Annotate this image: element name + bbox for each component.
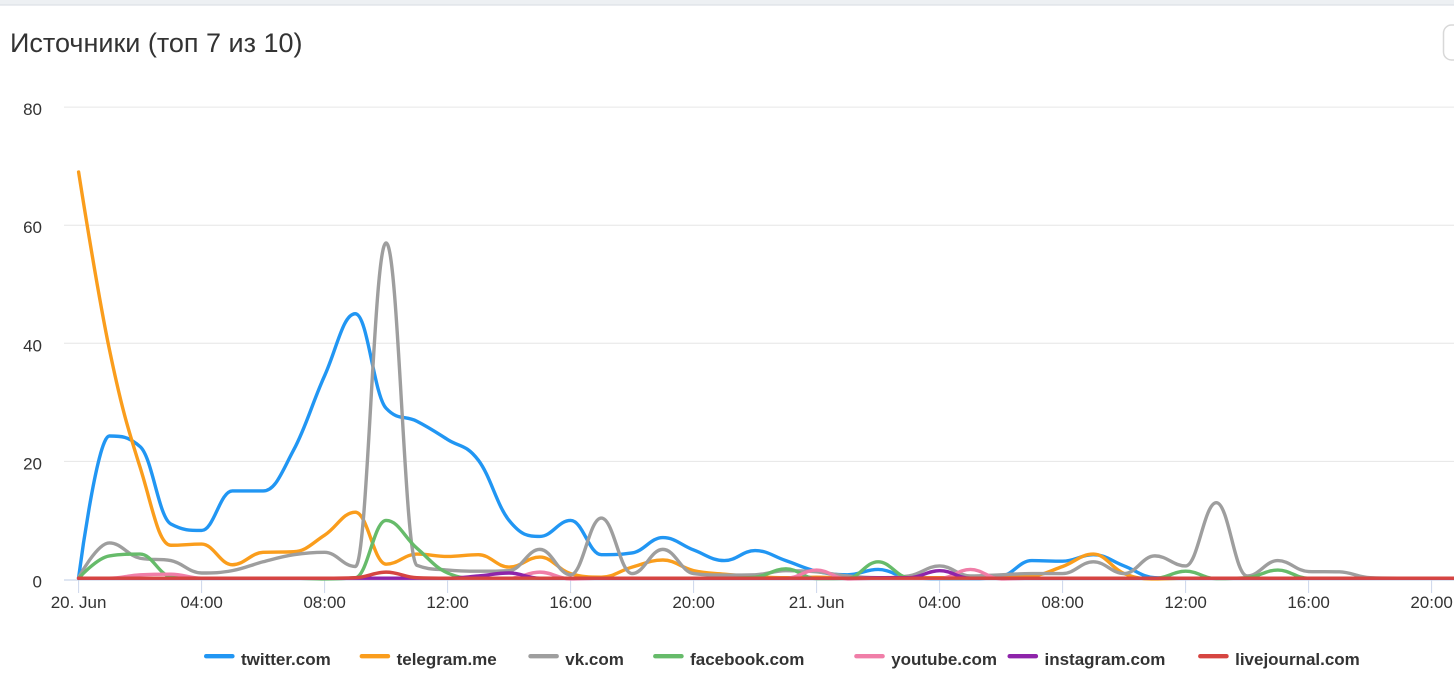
svg-text:20:00: 20:00 — [1410, 593, 1453, 612]
svg-text:16:00: 16:00 — [1287, 593, 1330, 612]
svg-text:12:00: 12:00 — [1164, 593, 1207, 612]
svg-text:16:00: 16:00 — [549, 593, 592, 612]
svg-text:twitter.com: twitter.com — [241, 650, 331, 669]
svg-text:instagram.com: instagram.com — [1045, 650, 1166, 669]
svg-text:40: 40 — [23, 336, 42, 355]
svg-text:20. Jun: 20. Jun — [51, 593, 107, 612]
svg-text:telegram.me: telegram.me — [397, 650, 497, 669]
svg-text:youtube.com: youtube.com — [891, 650, 997, 669]
svg-text:0: 0 — [33, 573, 42, 592]
svg-text:livejournal.com: livejournal.com — [1235, 650, 1360, 669]
svg-text:04:00: 04:00 — [180, 593, 223, 612]
svg-text:21. Jun: 21. Jun — [789, 593, 845, 612]
svg-text:04:00: 04:00 — [918, 593, 961, 612]
svg-text:08:00: 08:00 — [1041, 593, 1084, 612]
svg-text:08:00: 08:00 — [303, 593, 346, 612]
svg-text:60: 60 — [23, 218, 42, 237]
svg-text:20:00: 20:00 — [672, 593, 715, 612]
svg-text:facebook.com: facebook.com — [690, 650, 804, 669]
svg-text:vk.com: vk.com — [565, 650, 624, 669]
svg-text:80: 80 — [23, 100, 42, 119]
svg-text:12:00: 12:00 — [426, 593, 469, 612]
svg-text:20: 20 — [23, 454, 42, 473]
svg-text:Источники (топ 7 из 10): Источники (топ 7 из 10) — [10, 28, 303, 58]
